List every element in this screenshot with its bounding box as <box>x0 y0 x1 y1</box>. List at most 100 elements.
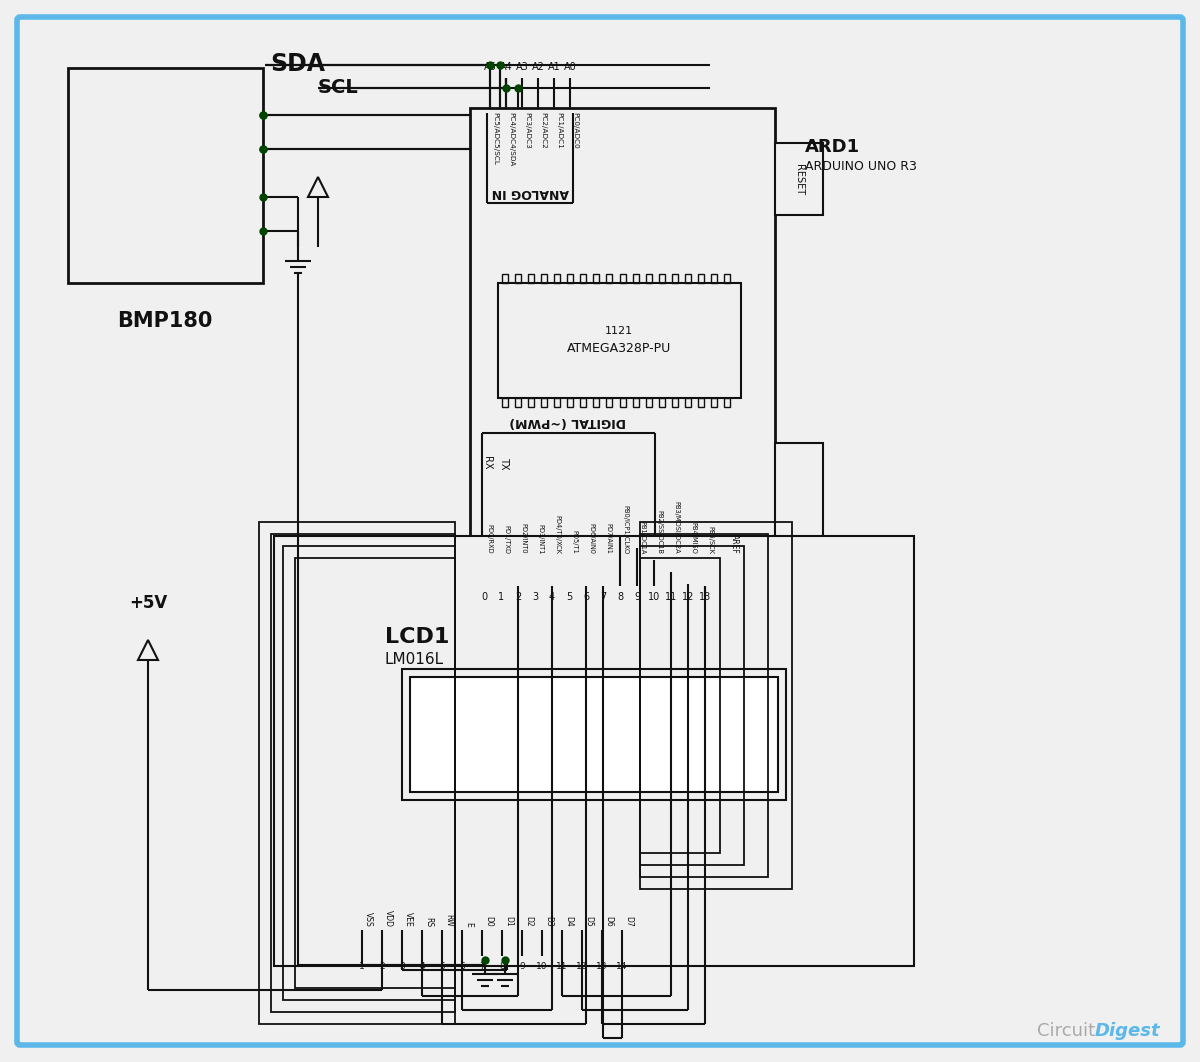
Bar <box>581 274 587 282</box>
Bar <box>410 676 778 792</box>
Bar <box>724 398 730 407</box>
Text: PB3/MOSI/OC2A: PB3/MOSI/OC2A <box>673 501 679 554</box>
Text: 0: 0 <box>481 592 487 602</box>
Text: 1121: 1121 <box>605 326 634 336</box>
Text: 8: 8 <box>617 592 623 602</box>
Bar <box>515 398 521 407</box>
Bar <box>310 572 878 930</box>
Bar <box>593 274 599 282</box>
Bar <box>685 274 691 282</box>
Bar <box>724 274 730 282</box>
Text: E: E <box>464 922 473 927</box>
Text: LM016L: LM016L <box>385 652 444 667</box>
Bar <box>298 560 890 942</box>
Text: A0: A0 <box>564 62 576 72</box>
Text: D3: D3 <box>544 917 553 927</box>
Text: 9: 9 <box>520 962 524 971</box>
Text: 3: 3 <box>400 962 404 971</box>
Bar <box>698 274 704 282</box>
Text: A4: A4 <box>499 62 512 72</box>
Bar <box>672 398 678 407</box>
Bar <box>528 274 534 282</box>
Text: PD6/AIN0: PD6/AIN0 <box>588 523 594 554</box>
Text: PB2/SS/OC1B: PB2/SS/OC1B <box>656 510 662 554</box>
Text: ATMEGA328P-PU: ATMEGA328P-PU <box>566 342 671 355</box>
Bar <box>646 274 652 282</box>
Text: PD2/INT0: PD2/INT0 <box>520 524 526 554</box>
Text: ANALOG IN: ANALOG IN <box>491 186 569 199</box>
Text: 4: 4 <box>419 962 425 971</box>
Text: D2: D2 <box>524 917 533 927</box>
Text: 13: 13 <box>698 592 712 602</box>
Text: PD3/INT1: PD3/INT1 <box>538 524 542 554</box>
Bar <box>659 274 665 282</box>
Bar <box>68 68 263 282</box>
Text: 1: 1 <box>359 962 365 971</box>
Bar <box>541 274 547 282</box>
Text: Digest: Digest <box>1094 1022 1160 1040</box>
Text: D6: D6 <box>604 917 613 927</box>
Text: DIGITAL (~PWM): DIGITAL (~PWM) <box>510 415 626 428</box>
Text: D4: D4 <box>564 917 574 927</box>
Text: RW: RW <box>444 914 454 927</box>
Bar <box>659 398 665 407</box>
Bar <box>295 558 455 988</box>
Text: SCL: SCL <box>318 78 359 97</box>
Text: 10: 10 <box>648 592 660 602</box>
Text: D5: D5 <box>584 917 593 927</box>
Bar <box>470 108 775 558</box>
Bar <box>498 282 742 398</box>
Bar <box>710 274 716 282</box>
Text: 6: 6 <box>583 592 589 602</box>
Text: 10: 10 <box>536 962 547 971</box>
Text: PC2/ADC2: PC2/ADC2 <box>540 112 546 149</box>
Bar <box>606 398 612 407</box>
Bar <box>775 143 823 215</box>
Bar <box>554 274 560 282</box>
Text: D0: D0 <box>484 917 493 927</box>
Text: 5: 5 <box>566 592 572 602</box>
Bar <box>502 274 508 282</box>
Text: PC5/ADC5/SCL: PC5/ADC5/SCL <box>492 112 498 165</box>
Text: PD0/RXD: PD0/RXD <box>486 525 492 554</box>
Text: 14: 14 <box>617 962 628 971</box>
Text: 2: 2 <box>379 962 385 971</box>
Bar <box>515 274 521 282</box>
Bar <box>581 398 587 407</box>
Text: +5V: +5V <box>128 594 167 612</box>
Text: SDA: SDA <box>270 52 325 76</box>
Text: PB5/SCK: PB5/SCK <box>707 526 713 554</box>
Text: 2: 2 <box>515 592 521 602</box>
Bar <box>528 398 534 407</box>
Bar <box>619 398 625 407</box>
Bar <box>286 548 902 954</box>
Text: PB1/OC1A: PB1/OC1A <box>640 520 646 554</box>
Text: ARDUINO UNO R3: ARDUINO UNO R3 <box>805 160 917 173</box>
Bar <box>640 523 792 889</box>
Text: Circuit: Circuit <box>1037 1022 1096 1040</box>
Bar <box>672 274 678 282</box>
Text: BMP180: BMP180 <box>118 311 212 331</box>
Text: VDD: VDD <box>384 910 394 927</box>
Text: PD5/T1: PD5/T1 <box>571 530 577 554</box>
Text: PB4/MISO: PB4/MISO <box>690 523 696 554</box>
Text: RX: RX <box>482 457 492 469</box>
Text: A2: A2 <box>532 62 545 72</box>
Text: PD7/AIN1: PD7/AIN1 <box>605 524 611 554</box>
Bar <box>271 534 455 1012</box>
Bar <box>640 558 720 853</box>
Text: PC0/ADC0: PC0/ADC0 <box>572 112 578 149</box>
Bar <box>259 523 455 1024</box>
Text: 12: 12 <box>682 592 694 602</box>
Text: 11: 11 <box>557 962 568 971</box>
Text: 1: 1 <box>498 592 504 602</box>
Text: 9: 9 <box>634 592 640 602</box>
Bar <box>402 669 786 800</box>
Bar <box>593 398 599 407</box>
Text: PC3/ADC3: PC3/ADC3 <box>524 112 530 149</box>
Bar <box>710 398 716 407</box>
Text: PC4/ADC4/SDA: PC4/ADC4/SDA <box>508 112 514 167</box>
Bar <box>640 546 744 866</box>
Bar <box>568 398 574 407</box>
Bar <box>632 274 638 282</box>
